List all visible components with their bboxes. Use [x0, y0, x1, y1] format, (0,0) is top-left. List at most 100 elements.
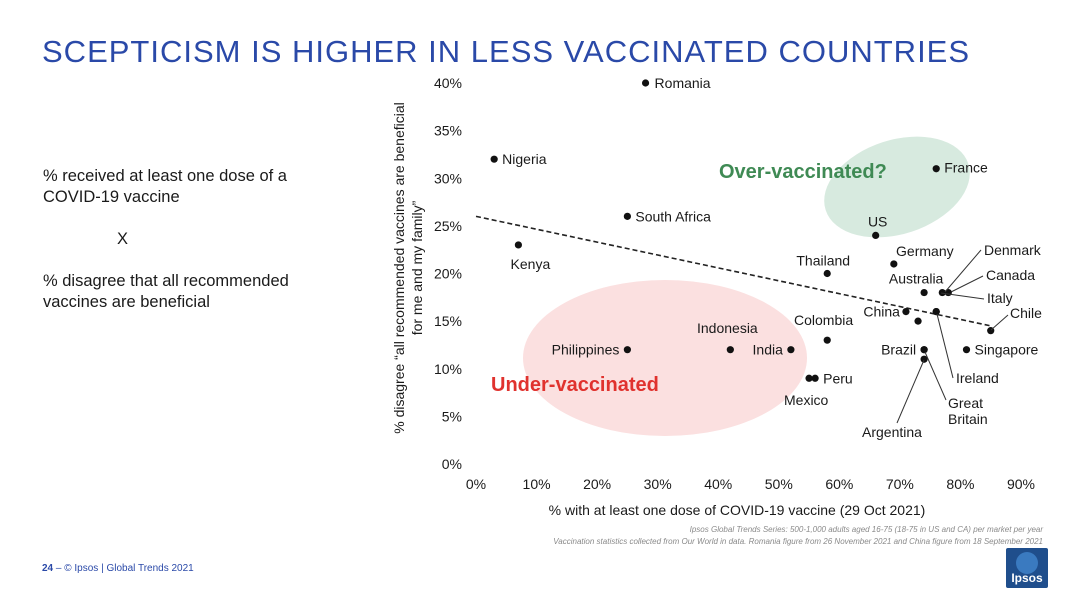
- point-canada: [944, 288, 952, 297]
- labels-layer: Romania Nigeria France South Africa US Kenya G…: [502, 75, 1042, 440]
- point-label-great-britain: Britain: [948, 411, 988, 427]
- side-note-line2: COVID-19 vaccine: [43, 188, 180, 206]
- point-label-singapore: Singapore: [975, 342, 1039, 358]
- point-philippines: [623, 346, 631, 354]
- point-label-italy: Italy: [987, 290, 1013, 306]
- side-note-cross: X: [117, 230, 129, 248]
- footer-text: © Ipsos | Global Trends 2021: [64, 563, 194, 574]
- footer: 24 – © Ipsos | Global Trends 2021: [42, 563, 194, 574]
- leader-line-ireland: [936, 313, 954, 379]
- point-label-china: China: [863, 304, 900, 320]
- point-peru: [811, 374, 819, 382]
- x-tick-label: 40%: [704, 476, 732, 492]
- ipsos-logo: Ipsos: [1006, 548, 1048, 588]
- x-tick-label: 20%: [583, 476, 611, 492]
- point-label-canada: Canada: [986, 267, 1035, 283]
- axes-layer: 0% 10% 20% 30% 40% 50% 60% 70% 80% 90% 0% 5% 10% 15% 2…: [391, 75, 1035, 518]
- y-axis-title-line1: % disagree “all recommended vaccines are…: [391, 102, 407, 434]
- x-tick-label: 60%: [825, 476, 853, 492]
- y-tick-label: 25%: [434, 218, 462, 234]
- footnote-line2: Vaccination statistics collected from Ou…: [553, 537, 1043, 546]
- footnote-line1: Ipsos Global Trends Series: 500-1,000 ad…: [689, 525, 1043, 534]
- point-us: [872, 231, 880, 239]
- point-germany: [890, 260, 898, 268]
- point-mexico: [805, 374, 813, 382]
- point-australia: [920, 288, 928, 297]
- y-tick-label: 40%: [434, 75, 462, 91]
- side-note-line1: % received at least one dose of a: [43, 167, 287, 185]
- point-label-philippines: Philippines: [552, 342, 620, 358]
- point-label-nigeria: Nigeria: [502, 151, 547, 167]
- point-label-germany: Germany: [896, 243, 954, 259]
- point-label-indonesia: Indonesia: [697, 320, 758, 336]
- under-vaccinated-label: Under-vaccinated: [491, 374, 659, 396]
- logo-text: Ipsos: [1011, 571, 1043, 585]
- point-colombia: [914, 317, 922, 325]
- point-label-great-britain: Great: [948, 395, 983, 411]
- point-thailand: [823, 269, 831, 278]
- point-argentina: [920, 355, 928, 363]
- point-label-kenya: Kenya: [511, 256, 551, 272]
- point-label-argentina: Argentina: [862, 424, 922, 440]
- y-tick-label: 15%: [434, 313, 462, 329]
- point-india: [787, 346, 795, 354]
- page-title: SCEPTICISM IS HIGHER IN LESS VACCINATED …: [42, 34, 971, 69]
- point-ireland: [920, 346, 928, 354]
- point-label-chile: Chile: [1010, 305, 1042, 321]
- point-label-mexico: Mexico: [784, 392, 829, 408]
- point-south-africa: [623, 212, 631, 220]
- y-tick-label: 0%: [442, 456, 462, 472]
- point-great-britain: [932, 308, 940, 316]
- point-label-south-africa: South Africa: [635, 208, 711, 224]
- over-vaccinated-label: Over-vaccinated?: [719, 161, 887, 183]
- point-singapore: [962, 346, 971, 354]
- point-denmark: [938, 288, 946, 297]
- point-label-india: India: [753, 342, 784, 358]
- y-tick-label: 35%: [434, 123, 462, 139]
- x-tick-label: 10%: [523, 476, 551, 492]
- x-axis-title: % with at least one dose of COVID-19 vac…: [549, 502, 926, 518]
- leader-line-great-britain: [924, 351, 947, 401]
- point-nigeria: [490, 155, 498, 163]
- over-vaccinated-region: [824, 136, 970, 238]
- x-tick-label: 30%: [644, 476, 672, 492]
- regions-layer: Over-vaccinated? Under-vaccinated: [491, 136, 970, 436]
- point-label-us: US: [868, 213, 887, 229]
- x-tick-label: 50%: [765, 476, 793, 492]
- point-france: [932, 165, 940, 173]
- point-label-romania: Romania: [655, 75, 711, 91]
- leader-line-italy: [940, 292, 985, 300]
- y-tick-label: 20%: [434, 266, 462, 282]
- y-tick-label: 30%: [434, 170, 462, 186]
- point-kenya: [514, 241, 522, 249]
- point-romania: [641, 79, 650, 87]
- logo-mark-icon: [1016, 552, 1038, 574]
- y-tick-label: 5%: [442, 408, 462, 424]
- x-tick-label: 90%: [1007, 476, 1035, 492]
- page-number: 24: [42, 563, 54, 574]
- point-indonesia: [823, 336, 831, 344]
- point-label-peru: Peru: [823, 370, 853, 386]
- point-china: [902, 308, 910, 316]
- point-label-france: France: [944, 160, 988, 176]
- point-label-australia: Australia: [889, 271, 944, 287]
- point-indonesia-2: [726, 346, 734, 354]
- x-tick-label: 0%: [466, 476, 486, 492]
- leader-line-canada: [950, 275, 984, 293]
- under-vaccinated-region: [523, 280, 807, 436]
- points-layer: [490, 79, 995, 382]
- footer-separator: –: [55, 563, 62, 574]
- y-axis-title-line2: for me and my family”: [409, 200, 425, 335]
- side-note-line3: % disagree that all recommended: [43, 272, 289, 290]
- point-label-ireland: Ireland: [956, 370, 999, 386]
- leader-line-chile: [990, 314, 1009, 331]
- point-label-denmark: Denmark: [984, 242, 1042, 258]
- leader-line-denmark: [944, 249, 982, 293]
- side-note-line4: vaccines are beneficial: [43, 293, 210, 311]
- point-label-colombia: Colombia: [794, 312, 853, 328]
- point-label-thailand: Thailand: [796, 253, 850, 269]
- leader-line-argentina: [896, 359, 925, 424]
- y-tick-label: 10%: [434, 361, 462, 377]
- x-tick-label: 70%: [886, 476, 914, 492]
